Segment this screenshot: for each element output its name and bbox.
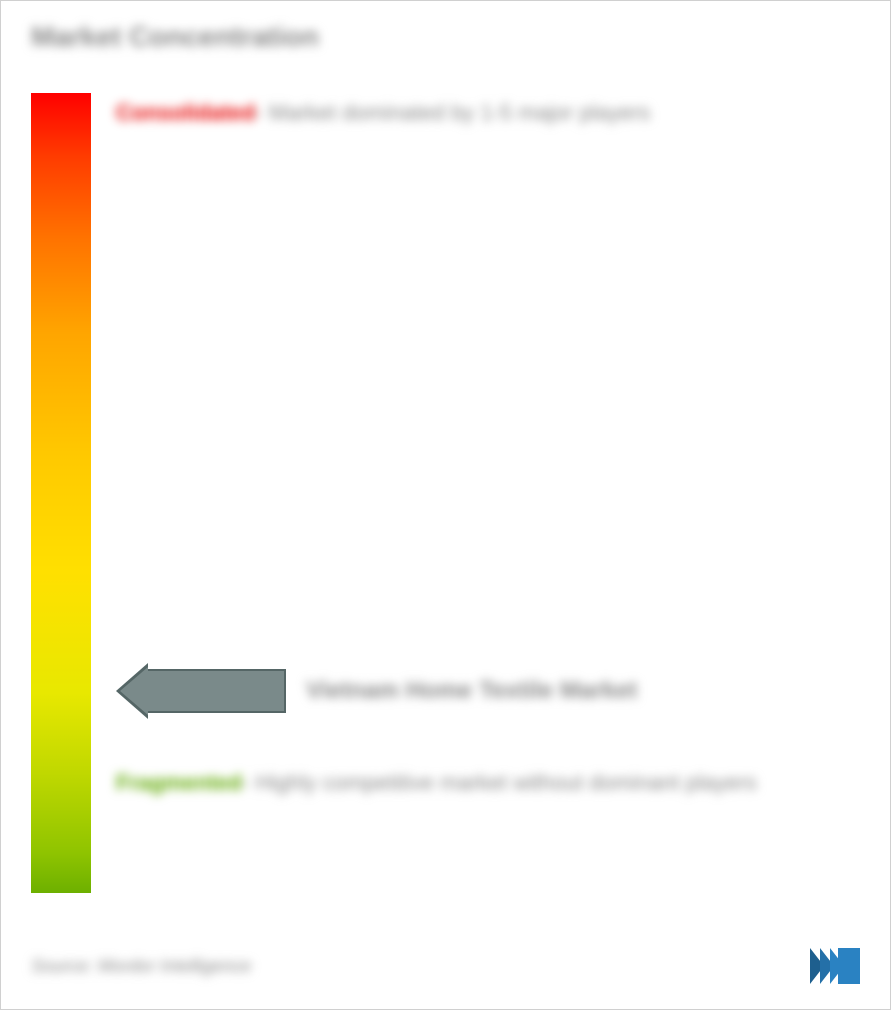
logo-bar	[838, 948, 860, 984]
consolidated-label: Consolidated- Market dominated by 1-5 ma…	[116, 93, 650, 133]
logo-chevrons	[810, 948, 840, 984]
market-name-label: Vietnam Home Textile Market	[306, 674, 637, 708]
fragmented-label: Fragmented- Highly competitive market wi…	[116, 763, 757, 803]
footer: Source: Mordor Intelligence	[31, 948, 860, 984]
brand-logo	[810, 948, 860, 984]
source-attribution: Source: Mordor Intelligence	[31, 956, 251, 977]
concentration-gradient-bar	[31, 93, 91, 893]
fragmented-word: Fragmented	[116, 770, 242, 795]
arrow-body	[144, 669, 286, 713]
market-position-arrow-section: Vietnam Home Textile Market	[116, 663, 637, 719]
fragmented-description: - Highly competitive market without domi…	[242, 770, 757, 795]
consolidated-word: Consolidated	[116, 100, 255, 125]
content-row: Consolidated- Market dominated by 1-5 ma…	[31, 93, 860, 893]
infographic-container: Market Concentration Consolidated- Marke…	[0, 0, 891, 1010]
arrow-indicator	[116, 663, 286, 719]
page-title: Market Concentration	[31, 21, 860, 53]
arrow-head	[116, 663, 148, 719]
text-column: Consolidated- Market dominated by 1-5 ma…	[116, 93, 860, 893]
consolidated-description: - Market dominated by 1-5 major players	[255, 100, 650, 125]
